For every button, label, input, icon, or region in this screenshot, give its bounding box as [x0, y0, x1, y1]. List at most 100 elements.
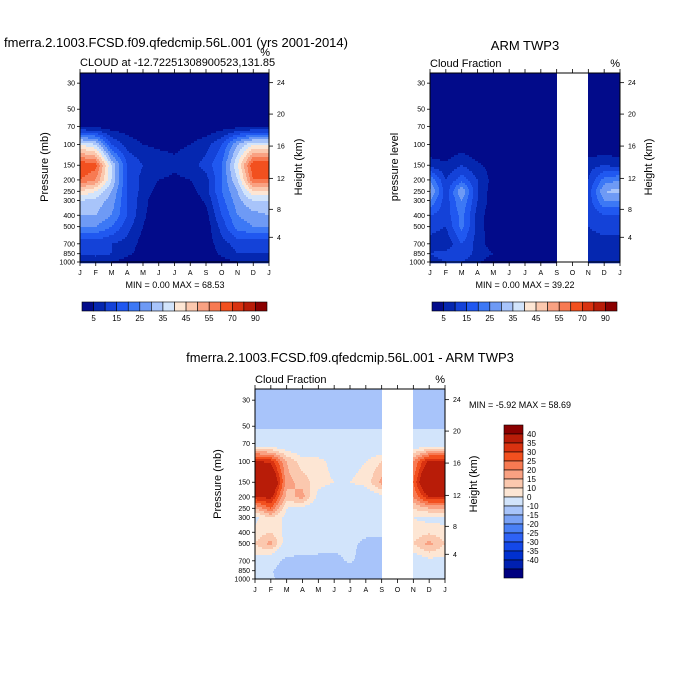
contour-cell [255, 475, 276, 478]
contour-cell [442, 539, 445, 542]
contour-cell [249, 187, 269, 190]
contour-cell [220, 229, 228, 232]
contour-cell [282, 495, 286, 498]
contour-cell [439, 209, 450, 212]
contour-cell [234, 167, 238, 170]
plot1-subtitle: CLOUD at -12.72251308900523,131.85 [80, 57, 275, 69]
contour-cell [588, 163, 620, 166]
contour-cell [229, 213, 237, 216]
contour-cell [589, 177, 596, 180]
contour-cell [295, 489, 303, 492]
contour-cell [285, 483, 295, 486]
contour-cell [80, 187, 94, 190]
x-tick-label: A [475, 270, 480, 277]
contour-cell [251, 145, 269, 148]
contour-cell [419, 471, 422, 474]
contour-cell [222, 183, 228, 186]
contour-cell [475, 223, 484, 226]
contour-cell [80, 213, 97, 216]
contour-cell [588, 87, 620, 90]
contour-cell [588, 213, 602, 216]
contour-cell [118, 187, 122, 190]
contour-cell [258, 545, 276, 548]
contour-cell [285, 449, 382, 452]
contour-cell [252, 225, 269, 228]
contour-cell [423, 469, 445, 472]
contour-cell [430, 85, 557, 88]
contour-cell [215, 213, 221, 216]
contour-cell [213, 207, 220, 210]
contour-cell [442, 545, 445, 548]
contour-cell [413, 529, 445, 532]
contour-cell [104, 157, 107, 160]
contour-cell [600, 191, 607, 194]
contour-cell [430, 89, 557, 92]
contour-cell [111, 159, 116, 162]
contour-cell [80, 191, 94, 194]
contour-cell [487, 173, 557, 176]
contour-cell [422, 535, 436, 538]
contour-cell [430, 193, 434, 196]
contour-cell [80, 103, 269, 106]
contour-cell [246, 175, 249, 178]
contour-cell [137, 205, 148, 208]
contour-cell [215, 189, 222, 192]
contour-cell [80, 81, 269, 84]
contour-cell [435, 173, 443, 176]
contour-cell [213, 205, 219, 208]
contour-cell [450, 209, 457, 212]
contour-cell [246, 135, 269, 138]
contour-cell [279, 507, 283, 510]
height-tick-label: 12 [277, 176, 285, 183]
contour-cell [449, 193, 453, 196]
contour-cell [271, 459, 276, 462]
contour-cell [447, 249, 473, 252]
contour-cell [418, 475, 421, 478]
contour-cell [239, 151, 244, 154]
contour-cell [588, 105, 620, 108]
contour-cell [229, 137, 237, 140]
contour-cell [258, 539, 277, 542]
contour-cell [108, 171, 112, 174]
contour-cell [111, 153, 117, 156]
contour-cell [310, 503, 382, 506]
colorbar-box [503, 460, 524, 471]
contour-cell [202, 137, 221, 140]
contour-cell [224, 197, 232, 200]
contour-cell [421, 475, 445, 478]
plot1-ylabel: Pressure (mb) [39, 132, 51, 202]
contour-cell [143, 227, 211, 230]
contour-cell [327, 465, 362, 468]
contour-cell [255, 397, 382, 400]
contour-cell [610, 165, 620, 168]
contour-cell [273, 533, 282, 536]
contour-cell [596, 177, 604, 180]
contour-cell [301, 469, 328, 472]
contour-cell [277, 499, 280, 502]
contour-cell [146, 215, 209, 218]
contour-cell [449, 195, 454, 198]
contour-cell [241, 217, 269, 220]
contour-cell [467, 233, 475, 236]
contour-cell [241, 199, 252, 202]
contour-cell [430, 259, 442, 262]
contour-cell [464, 221, 470, 224]
contour-cell [111, 179, 115, 182]
contour-cell [473, 245, 486, 248]
contour-cell [231, 175, 236, 178]
contour-cell [285, 481, 294, 484]
contour-cell [462, 229, 469, 232]
contour-cell [255, 399, 382, 402]
contour-cell [430, 245, 452, 248]
contour-cell [475, 229, 484, 232]
contour-cell [96, 177, 100, 180]
contour-cell [310, 491, 317, 494]
contour-cell [588, 205, 594, 208]
contour-cell [279, 451, 291, 454]
contour-cell [112, 165, 115, 168]
contour-cell [452, 183, 459, 186]
contour-cell [123, 183, 127, 186]
contour-cell [413, 523, 440, 526]
contour-cell [484, 259, 557, 262]
colorbar-label: 0 [527, 493, 532, 502]
